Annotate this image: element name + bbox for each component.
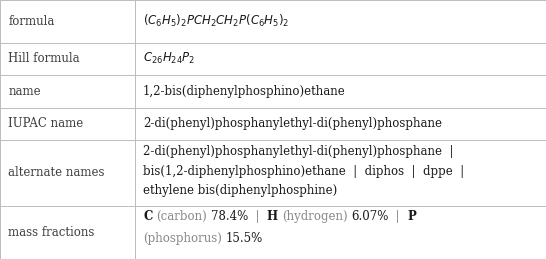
Text: |: |: [248, 210, 267, 223]
Text: bis(1,2-diphenylphosphino)ethane  |  diphos  |  dppe  |: bis(1,2-diphenylphosphino)ethane | dipho…: [143, 164, 464, 178]
Text: (carbon): (carbon): [156, 210, 207, 223]
Text: C: C: [143, 210, 152, 223]
Text: ethylene bis(diphenylphosphine): ethylene bis(diphenylphosphine): [143, 184, 337, 197]
Text: Hill formula: Hill formula: [8, 52, 80, 65]
Text: alternate names: alternate names: [8, 167, 105, 179]
Text: formula: formula: [8, 15, 55, 28]
Text: $(C_6H_5)_2PCH_2CH_2P(C_6H_5)_2$: $(C_6H_5)_2PCH_2CH_2P(C_6H_5)_2$: [143, 13, 289, 29]
Text: |: |: [388, 210, 407, 223]
Text: 78.4%: 78.4%: [211, 210, 248, 223]
Text: 1,2-bis(diphenylphosphino)ethane: 1,2-bis(diphenylphosphino)ethane: [143, 85, 346, 98]
Text: 2-di(phenyl)phosphanylethyl-di(phenyl)phosphane: 2-di(phenyl)phosphanylethyl-di(phenyl)ph…: [143, 117, 442, 130]
Text: 15.5%: 15.5%: [225, 232, 263, 245]
Text: name: name: [8, 85, 41, 98]
Text: P: P: [407, 210, 416, 223]
Text: (hydrogen): (hydrogen): [282, 210, 347, 223]
Text: IUPAC name: IUPAC name: [8, 117, 84, 130]
Text: 6.07%: 6.07%: [351, 210, 388, 223]
Text: (phosphorus): (phosphorus): [143, 232, 222, 245]
Text: $C_{26}H_{24}P_2$: $C_{26}H_{24}P_2$: [143, 51, 195, 66]
Text: 2-di(phenyl)phosphanylethyl-di(phenyl)phosphane  |: 2-di(phenyl)phosphanylethyl-di(phenyl)ph…: [143, 145, 453, 158]
Text: mass fractions: mass fractions: [8, 226, 94, 239]
Text: H: H: [267, 210, 278, 223]
